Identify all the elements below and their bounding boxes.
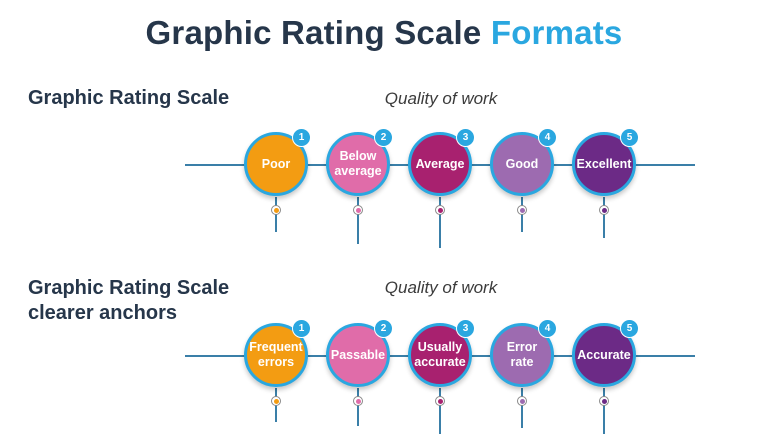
rating-option-label: Frequent errors — [249, 340, 302, 370]
rating-dot — [599, 396, 609, 406]
rating-option-label: Error rate — [507, 340, 538, 370]
rating-dot — [435, 396, 445, 406]
rating-label-line1: Frequent — [249, 340, 303, 354]
connector-line — [357, 197, 359, 244]
rating-label-line2: accurate — [414, 355, 466, 369]
rating-label-line1: Average — [415, 156, 465, 171]
rating-number-badge: 1 — [292, 128, 311, 147]
rating-label-line2: rate — [510, 355, 534, 369]
rating-dot — [517, 396, 527, 406]
scale-1-subtitle: Quality of work — [384, 89, 498, 108]
rating-label-line1: Excellent — [576, 156, 632, 171]
rating-option-label: Accurate — [577, 348, 631, 363]
connector-line — [603, 388, 605, 434]
scale-1-heading: Graphic Rating Scale — [28, 86, 229, 111]
rating-dot — [271, 396, 281, 406]
page-title: Graphic Rating Scale Formats — [0, 14, 768, 52]
rating-option-label: Excellent — [577, 157, 632, 172]
scale-2-heading-line1: Graphic Rating Scale — [28, 277, 230, 299]
rating-option-label: Passable — [331, 348, 385, 363]
rating-label-line1: Good — [505, 156, 539, 171]
rating-label-line1: Usually — [417, 340, 463, 354]
scale-1-heading-line1: Graphic Rating Scale — [28, 87, 230, 109]
rating-option-label: Average — [416, 157, 465, 172]
rating-number-badge: 3 — [456, 319, 475, 338]
connector-line — [439, 388, 441, 434]
rating-number-badge: 2 — [374, 128, 393, 147]
scale-2-heading-line2: clearer anchors — [28, 302, 177, 324]
rating-number-badge: 2 — [374, 319, 393, 338]
rating-dot — [435, 205, 445, 215]
rating-number-badge: 3 — [456, 128, 475, 147]
rating-label-line1: Accurate — [577, 347, 631, 362]
scale-2-subtitle: Quality of work — [384, 278, 498, 297]
rating-number-badge: 1 — [292, 319, 311, 338]
rating-label-line1: Below — [339, 149, 377, 163]
scale-2-heading: Graphic Rating Scale clearer anchors — [28, 276, 229, 326]
rating-label-line2: average — [334, 164, 382, 178]
title-accent: Formats — [490, 14, 623, 51]
rating-option-label: Usually accurate — [414, 340, 465, 370]
connector-line — [603, 197, 605, 238]
rating-option-label: Good — [506, 157, 539, 172]
rating-label-line1: Poor — [261, 156, 291, 171]
rating-number-badge: 5 — [620, 128, 639, 147]
rating-label-line1: Error — [506, 340, 538, 354]
rating-dot — [599, 205, 609, 215]
rating-label-line2: errors — [257, 355, 295, 369]
rating-number-badge: 5 — [620, 319, 639, 338]
rating-label-line1: Passable — [330, 347, 386, 362]
rating-number-badge: 4 — [538, 319, 557, 338]
rating-option-label: Below average — [334, 149, 381, 179]
rating-option-5[interactable]: Excellent — [572, 132, 636, 196]
rating-option-label: Poor — [262, 157, 290, 172]
connector-line — [439, 197, 441, 248]
title-main: Graphic Rating Scale — [145, 14, 482, 51]
rating-dot — [353, 396, 363, 406]
rating-dot — [353, 205, 363, 215]
connector-line — [521, 388, 523, 428]
rating-option-3[interactable]: Average — [408, 132, 472, 196]
rating-dot — [517, 205, 527, 215]
rating-dot — [271, 205, 281, 215]
rating-option-3[interactable]: Usually accurate — [408, 323, 472, 387]
rating-option-4[interactable]: Good — [490, 132, 554, 196]
connector-line — [357, 388, 359, 426]
rating-number-badge: 4 — [538, 128, 557, 147]
